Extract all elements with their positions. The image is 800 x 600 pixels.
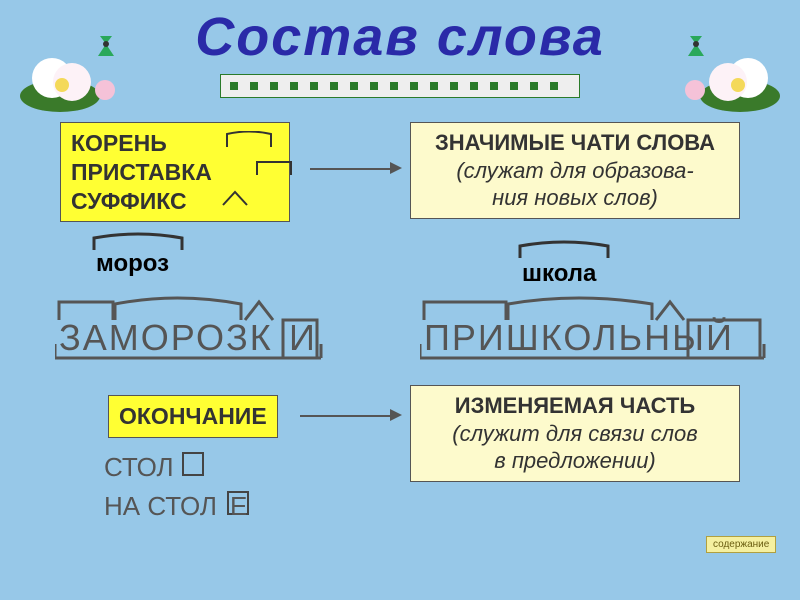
changeable-sub1: (служит для связи слов bbox=[421, 420, 729, 448]
root-symbol-icon bbox=[225, 131, 273, 149]
contents-button[interactable]: содержание bbox=[706, 536, 776, 553]
stol-l1: СТОЛ bbox=[104, 452, 174, 482]
word-zamorozki-group: ЗАМОРОЗК И bbox=[55, 290, 365, 370]
arrow-2 bbox=[300, 415, 390, 417]
morpheme-prefix: ПРИСТАВКА bbox=[71, 158, 279, 187]
stol-empty-end-icon bbox=[182, 452, 204, 476]
changeable-sub2: в предложении) bbox=[421, 447, 729, 475]
word-prishkolny-group: ПРИШКОЛЬНЫЙ bbox=[420, 290, 780, 370]
stol-example: СТОЛ НА СТОЛ Е bbox=[104, 450, 217, 524]
ending-label: ОКОНЧАНИЕ bbox=[119, 403, 267, 429]
root-arc-shkola bbox=[516, 240, 612, 260]
root-arc-moroz bbox=[90, 232, 186, 252]
stol-l2-end: Е bbox=[230, 489, 247, 524]
box-ending: ОКОНЧАНИЕ bbox=[108, 395, 278, 438]
box-meaning: ЗНАЧИМЫЕ ЧАТИ СЛОВА (служат для образова… bbox=[410, 122, 740, 219]
stol-l2: НА СТОЛ bbox=[104, 491, 217, 521]
arrow-1 bbox=[310, 168, 390, 170]
flower-right-icon bbox=[660, 30, 790, 120]
zamorozki-end: И bbox=[289, 317, 317, 358]
meaning-sub2: ния новых слов) bbox=[421, 184, 729, 212]
prefix-symbol-icon bbox=[255, 159, 293, 177]
word-moroz: мороз bbox=[96, 250, 169, 278]
zamorozki-stem: ЗАМОРОЗК bbox=[59, 317, 273, 358]
box-changeable: ИЗМЕНЯЕМАЯ ЧАСТЬ (служит для связи слов … bbox=[410, 385, 740, 482]
flower-left-icon bbox=[10, 30, 140, 120]
changeable-title: ИЗМЕНЯЕМАЯ ЧАСТЬ bbox=[421, 392, 729, 420]
meaning-title: ЗНАЧИМЫЕ ЧАТИ СЛОВА bbox=[421, 129, 729, 157]
meaning-sub1: (служат для образова- bbox=[421, 157, 729, 185]
arrow-1-head bbox=[390, 162, 402, 174]
word-shkola: школа bbox=[522, 260, 596, 288]
arrow-2-head bbox=[390, 409, 402, 421]
box-morphemes: КОРЕНЬ ПРИСТАВКА СУФФИКС bbox=[60, 122, 290, 222]
prishkolny-text: ПРИШКОЛЬНЫЙ bbox=[424, 316, 734, 358]
suffix-symbol-icon bbox=[221, 189, 249, 207]
pattern-band bbox=[220, 74, 580, 98]
